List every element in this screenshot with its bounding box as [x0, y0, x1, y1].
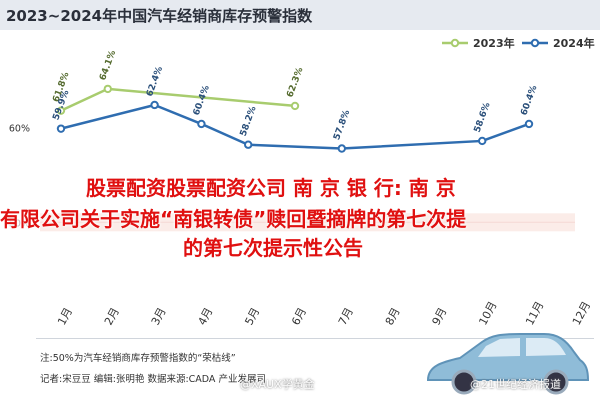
data-label: 62.3%: [285, 66, 305, 99]
x-tick-label: 1月: [55, 305, 75, 327]
data-point: [197, 119, 206, 129]
chart-title: 2023~2024年中国汽车经销商库存预警指数: [6, 7, 313, 25]
x-tick-label: 6月: [289, 305, 309, 327]
series-line-1: [60, 87, 296, 112]
watermark-left: @XAUX学黄金: [240, 378, 315, 391]
footer-divider: [36, 338, 594, 339]
data-label: 58.2%: [239, 105, 259, 138]
legend-label-1: 2023年: [473, 36, 515, 50]
title-bar: 2023~2024年中国汽车经销商库存预警指数: [0, 0, 600, 30]
y-tick-label: 60%: [9, 124, 30, 135]
data-label: 60.4%: [192, 84, 212, 117]
data-point: [56, 106, 66, 115]
overlay-band: [0, 160, 600, 260]
car-icon: [426, 333, 590, 395]
x-tick-label: 4月: [196, 305, 216, 327]
x-tick-label: 7月: [336, 305, 356, 327]
legend-marker-2: [530, 38, 540, 48]
data-label: 60.4%: [519, 84, 539, 117]
data-label: 57.8%: [332, 109, 352, 142]
data-point: [244, 140, 253, 149]
x-tick-label: 8月: [383, 305, 403, 327]
footer-credits: 记者:宋豆豆 编辑:张明艳 数据来源:CADA 产业发展司: [40, 374, 266, 385]
data-point: [290, 101, 300, 111]
data-point: [150, 100, 159, 110]
data-point: [337, 144, 346, 153]
overlay-headline-line-2[interactable]: 有限公司关于实施“南银转债”赎回暨摘牌的第七次提: [0, 207, 467, 231]
series-line-2: [60, 103, 530, 150]
series-points: [56, 84, 534, 153]
data-point: [524, 119, 534, 129]
data-labels: 61.8%64.1%62.3%59.9%62.4%60.4%58.2% 57.8%…: [51, 49, 539, 141]
legend-marker-1: [450, 38, 460, 48]
data-label: 64.1%: [98, 49, 118, 82]
data-point: [103, 84, 113, 94]
data-point: [56, 124, 66, 133]
x-tick-label: 12月: [570, 299, 593, 327]
x-tick-label: 10月: [476, 299, 499, 327]
legend: 2023年 2024年: [442, 36, 595, 50]
x-tick-label: 9月: [430, 305, 450, 327]
x-axis: 1月 2月 3月 4月 5月 6月 7月 8月 9月 10月 11月 12月: [55, 299, 593, 327]
watermark-right: @21世纪经济报道: [470, 378, 561, 391]
x-tick-label: 2月: [102, 305, 122, 327]
x-tick-label: 3月: [149, 305, 169, 327]
footer-note: 注:50%为汽车经销商库存预警指数的“荣枯线”: [40, 353, 236, 364]
overlay-headline-line-1[interactable]: 股票配资股票配资公司 南 京 银 行: 南 京: [86, 176, 456, 200]
data-point: [478, 136, 487, 146]
x-tick-label: 11月: [523, 299, 546, 327]
legend-label-2: 2024年: [553, 36, 595, 50]
x-tick-label: 5月: [242, 305, 262, 327]
data-label: 58.6%: [473, 101, 493, 134]
overlay-headline-line-3[interactable]: 的第七次提示性公告: [183, 236, 363, 260]
